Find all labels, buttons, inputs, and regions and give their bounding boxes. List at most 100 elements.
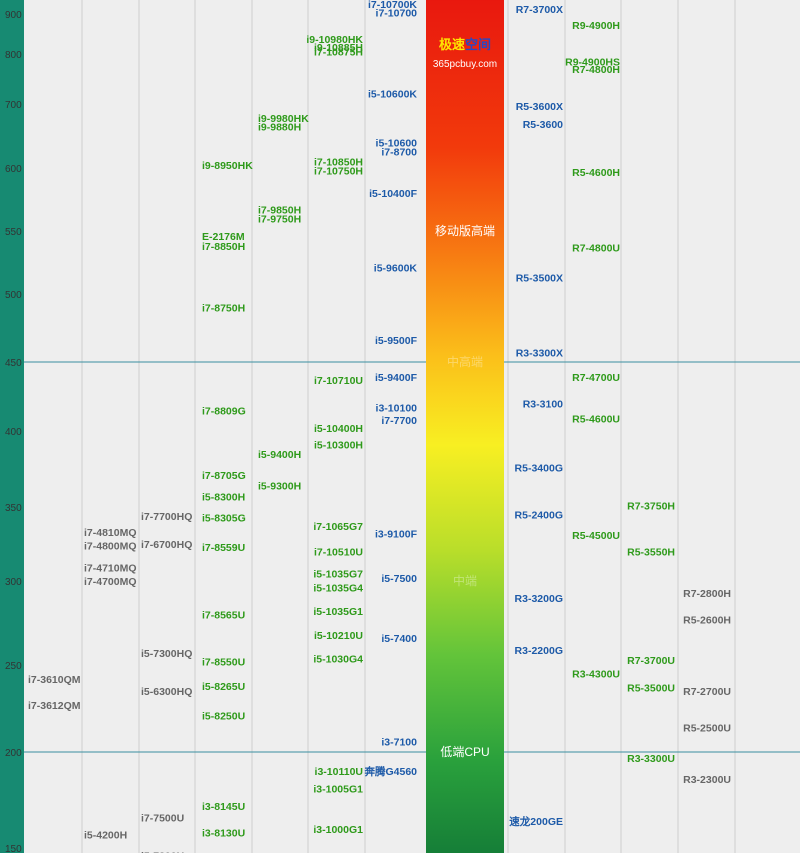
band-label: 中端 bbox=[453, 573, 477, 588]
cpu-label: i5-8305G bbox=[202, 512, 246, 524]
cpu-label: i5-8250U bbox=[202, 710, 245, 722]
cpu-label: R3-2300U bbox=[683, 774, 731, 786]
cpu-label: i5-8300H bbox=[202, 491, 245, 503]
cpu-label: i7-9850H bbox=[258, 205, 301, 217]
gradient-bar-fill bbox=[426, 0, 504, 853]
cpu-label: i7-8705G bbox=[202, 470, 246, 482]
cpu-label: i5-9400H bbox=[258, 449, 301, 461]
cpu-label: R5-2400G bbox=[515, 509, 563, 521]
tick-label: 400 bbox=[5, 427, 22, 438]
cpu-label: 奔腾G4560 bbox=[363, 765, 417, 778]
cpu-label: R3-3200G bbox=[515, 593, 563, 605]
tick-label: 200 bbox=[5, 748, 22, 759]
cpu-label: i7-4710MQ bbox=[84, 563, 137, 575]
cpu-label: i7-7700HQ bbox=[141, 511, 192, 523]
cpu-label: i3-8130U bbox=[202, 828, 245, 840]
cpu-label: i7-10510U bbox=[314, 546, 363, 558]
cpu-label: i7-8550U bbox=[202, 657, 245, 669]
tick-labels: 150 200 250 300 350 400 450 500 550 600 700 800 900 bbox=[5, 10, 22, 853]
cpu-label: i7-10700K bbox=[368, 0, 417, 11]
cpu-label: i5-10400F bbox=[369, 188, 417, 200]
cpu-label: R7-2800H bbox=[683, 588, 731, 600]
cpu-label: i5-10600K bbox=[368, 89, 417, 101]
cpu-label: i7-10875H bbox=[314, 47, 363, 59]
cpu-label: i5-9600K bbox=[374, 263, 418, 275]
cpu-label: R5-3550H bbox=[627, 546, 675, 558]
cpu-label: R7-2700U bbox=[683, 686, 731, 698]
scale-bar bbox=[0, 0, 24, 853]
brand-title-part-2: 空间 bbox=[465, 37, 491, 52]
cpu-label: R5-4600H bbox=[572, 167, 620, 179]
cpu-label: E-2176M bbox=[202, 231, 245, 243]
cpu-label: i7-10750H bbox=[314, 166, 363, 178]
cpu-label: i5-7400 bbox=[381, 633, 417, 645]
cpu-label: i3-9100F bbox=[375, 529, 418, 541]
tier-lines bbox=[24, 361, 800, 753]
cpu-label: i9-10980HK bbox=[306, 34, 363, 46]
cpu-label: i7-7500U bbox=[141, 812, 184, 824]
cpu-label: i5-10600 bbox=[376, 137, 418, 149]
cpu-label: i5-7200U bbox=[141, 851, 184, 853]
cpu-label: R9-4900H bbox=[572, 20, 620, 32]
cpu-label: R9-4900HS bbox=[565, 57, 620, 69]
cpu-label: R5-4500U bbox=[572, 530, 620, 542]
gradient-bar: 极速空间 365pcbuy.com bbox=[426, 0, 504, 853]
cpu-label: i7-8809G bbox=[202, 405, 246, 417]
brand-url: 365pcbuy.com bbox=[433, 59, 497, 70]
cpu-label: R5-2500U bbox=[683, 723, 731, 735]
cpu-label: i7-4800MQ bbox=[84, 540, 137, 552]
cpu-label: i7-7700 bbox=[381, 415, 417, 427]
cpu-label: i5-7300HQ bbox=[141, 648, 192, 660]
tick-label: 500 bbox=[5, 290, 22, 301]
cpu-label: i5-1030G4 bbox=[313, 653, 363, 665]
cpu-label: R7-4800H bbox=[572, 64, 620, 76]
cpu-label: R7-3750H bbox=[627, 500, 675, 512]
cpu-label: i7-3610QM bbox=[28, 674, 81, 686]
cpu-label: R3-3100 bbox=[523, 398, 563, 410]
cpu-label: i7-3612QM bbox=[28, 700, 81, 712]
band-label: 低端CPU bbox=[440, 745, 489, 759]
band-label: 移动版高端 bbox=[435, 223, 495, 238]
band-label: 中高端 bbox=[447, 354, 483, 369]
cpu-label: R5-3600 bbox=[523, 119, 563, 131]
cpu-label: R5-3600X bbox=[516, 101, 563, 113]
cpu-label: i5-6300HQ bbox=[141, 686, 192, 698]
column-dividers bbox=[81, 0, 736, 853]
cpu-label: i3-8145U bbox=[202, 801, 245, 813]
tick-label: 350 bbox=[5, 503, 22, 514]
cpu-label: i7-8750H bbox=[202, 303, 245, 315]
cpu-label: R5-3500X bbox=[516, 273, 563, 285]
cpu-label: i3-1000G1 bbox=[313, 824, 363, 836]
cpu-label: i9-8950HK bbox=[202, 160, 253, 172]
cpu-label: R7-4700U bbox=[572, 372, 620, 384]
tick-label: 450 bbox=[5, 358, 22, 369]
tick-label: 550 bbox=[5, 227, 22, 238]
cpu-label: R5-2600H bbox=[683, 615, 731, 627]
brand-title: 极速空间 bbox=[439, 37, 491, 52]
cpu-label: i5-9500F bbox=[375, 335, 418, 347]
cpu-label: R5-4600U bbox=[572, 414, 620, 426]
cpu-label: i5-1035G7 bbox=[313, 569, 363, 581]
cpu-label: i9-9880H bbox=[258, 121, 301, 133]
cpu-label: i9-10885H bbox=[314, 42, 363, 54]
cpu-label: R5-3400G bbox=[515, 462, 563, 474]
cpu-label: i7-8700 bbox=[381, 146, 417, 158]
cpu-label: i5-9400F bbox=[375, 372, 418, 384]
cpu-label: R3-3300U bbox=[627, 753, 675, 765]
cpu-label: i7-4810MQ bbox=[84, 527, 137, 539]
cpu-label: i7-8559U bbox=[202, 542, 245, 554]
cpu-label: i5-8265U bbox=[202, 681, 245, 693]
cpu-label: i5-1035G4 bbox=[313, 583, 363, 595]
tick-label: 800 bbox=[5, 50, 22, 61]
brand-title-part-1: 极速 bbox=[439, 37, 465, 52]
tick-label: 300 bbox=[5, 577, 22, 588]
cpu-label: i5-9300H bbox=[258, 481, 301, 493]
cpu-label: i5-4200H bbox=[84, 830, 127, 842]
cpu-label: R3-3300X bbox=[516, 347, 563, 359]
cpu-label: i7-1065G7 bbox=[313, 521, 363, 533]
cpu-label: i7-6700HQ bbox=[141, 539, 192, 551]
cpu-label: i3-7100 bbox=[381, 737, 417, 749]
cpu-label: 速龙200GE bbox=[509, 815, 563, 828]
cpu-label: i3-10100 bbox=[376, 403, 418, 415]
